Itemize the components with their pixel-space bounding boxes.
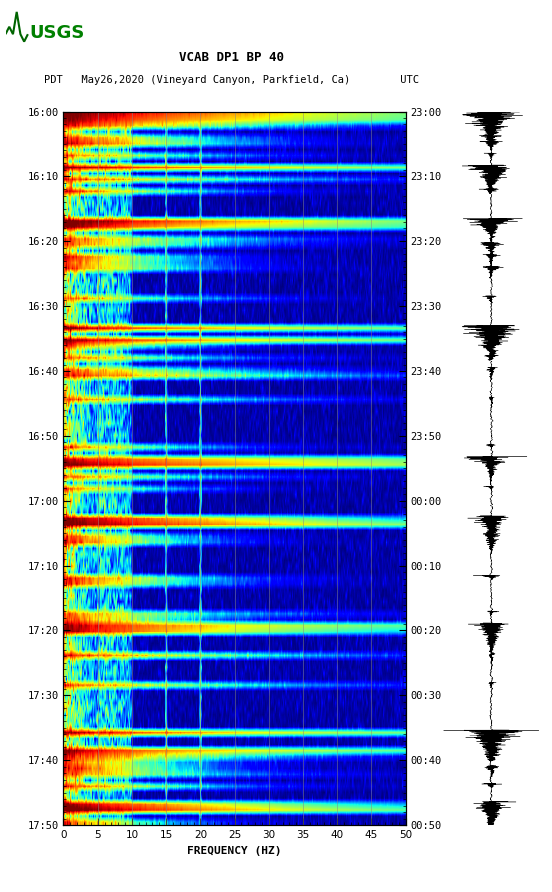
Text: PDT   May26,2020 (Vineyard Canyon, Parkfield, Ca)        UTC: PDT May26,2020 (Vineyard Canyon, Parkfie…: [44, 75, 420, 86]
Text: USGS: USGS: [29, 23, 85, 42]
Text: VCAB DP1 BP 40: VCAB DP1 BP 40: [179, 52, 284, 64]
X-axis label: FREQUENCY (HZ): FREQUENCY (HZ): [187, 846, 282, 855]
